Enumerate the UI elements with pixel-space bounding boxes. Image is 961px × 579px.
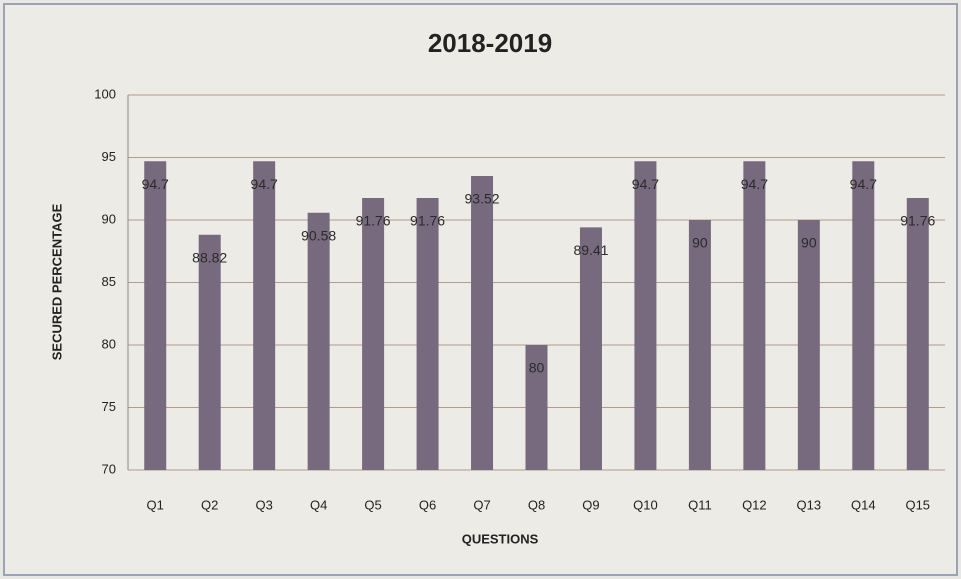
data-label: 90.58 bbox=[301, 227, 336, 243]
x-tick-label: Q9 bbox=[582, 497, 599, 512]
x-tick-label: Q4 bbox=[310, 497, 327, 512]
bar bbox=[634, 161, 657, 470]
y-tick-label: 90 bbox=[102, 211, 116, 226]
x-tick-label: Q6 bbox=[419, 497, 436, 512]
x-tick-label: Q15 bbox=[905, 497, 930, 512]
y-tick-label: 85 bbox=[102, 274, 116, 289]
x-tick-label: Q13 bbox=[797, 497, 822, 512]
data-label: 93.52 bbox=[465, 191, 500, 207]
data-label: 94.7 bbox=[741, 176, 768, 192]
data-label: 91.76 bbox=[410, 213, 445, 229]
bar bbox=[471, 176, 494, 470]
x-tick-label: Q1 bbox=[147, 497, 164, 512]
y-tick-label: 75 bbox=[102, 399, 116, 414]
bar bbox=[307, 212, 330, 470]
data-label: 89.41 bbox=[573, 242, 608, 258]
bar bbox=[797, 220, 820, 470]
chart-title: 2018-2019 bbox=[428, 28, 552, 58]
x-tick-label: Q7 bbox=[473, 497, 490, 512]
x-tick-label: Q12 bbox=[742, 497, 767, 512]
bar bbox=[906, 198, 929, 470]
bar bbox=[253, 161, 276, 470]
y-tick-label: 80 bbox=[102, 336, 116, 351]
data-label: 80 bbox=[529, 360, 545, 376]
x-tick-label: Q5 bbox=[364, 497, 381, 512]
bar bbox=[579, 227, 602, 470]
data-label: 94.7 bbox=[850, 176, 877, 192]
bar bbox=[362, 198, 385, 470]
data-label: 91.76 bbox=[900, 213, 935, 229]
bar bbox=[416, 198, 439, 470]
x-tick-label: Q8 bbox=[528, 497, 545, 512]
data-label: 88.82 bbox=[192, 249, 227, 265]
x-tick-label: Q3 bbox=[255, 497, 272, 512]
x-axis-title: QUESTIONS bbox=[462, 531, 539, 546]
data-label: 94.7 bbox=[251, 176, 278, 192]
bar bbox=[852, 161, 875, 470]
x-tick-label: Q14 bbox=[851, 497, 876, 512]
x-tick-label: Q11 bbox=[688, 497, 712, 512]
data-label: 90 bbox=[801, 235, 817, 251]
bar bbox=[743, 161, 766, 470]
bar bbox=[144, 161, 167, 470]
y-axis-title: SECURED PERCENTAGE bbox=[49, 203, 64, 360]
bar bbox=[688, 220, 711, 470]
bar bbox=[198, 234, 221, 470]
data-label: 90 bbox=[692, 235, 708, 251]
y-tick-label: 70 bbox=[102, 461, 116, 476]
data-label: 91.76 bbox=[356, 213, 391, 229]
data-label: 94.7 bbox=[632, 176, 659, 192]
x-tick-label: Q2 bbox=[201, 497, 218, 512]
y-tick-label: 95 bbox=[102, 149, 116, 164]
y-tick-label: 100 bbox=[94, 86, 116, 101]
data-label: 94.7 bbox=[142, 176, 169, 192]
bar bbox=[525, 345, 548, 470]
x-tick-label: Q10 bbox=[633, 497, 658, 512]
